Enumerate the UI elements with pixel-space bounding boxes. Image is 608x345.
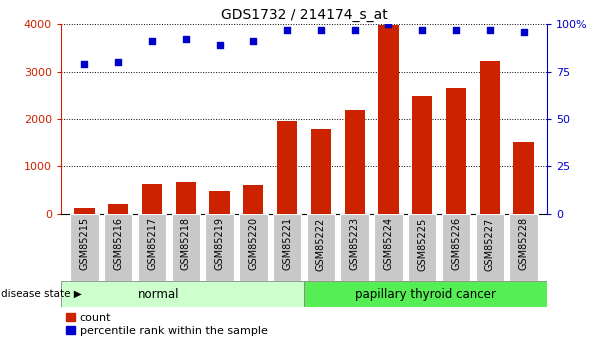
Text: disease state ▶: disease state ▶ bbox=[1, 289, 81, 299]
Point bbox=[113, 59, 123, 65]
Bar bbox=[142, 185, 162, 214]
Bar bbox=[61, 281, 304, 307]
Text: GSM85222: GSM85222 bbox=[316, 217, 326, 270]
Bar bbox=[206, 214, 233, 281]
Point bbox=[181, 37, 191, 42]
Point bbox=[485, 27, 495, 32]
Text: GSM85220: GSM85220 bbox=[248, 217, 258, 270]
Point bbox=[80, 61, 89, 67]
Point bbox=[384, 21, 393, 27]
Title: GDS1732 / 214174_s_at: GDS1732 / 214174_s_at bbox=[221, 8, 387, 22]
Bar bbox=[239, 214, 268, 281]
Legend: count, percentile rank within the sample: count, percentile rank within the sample bbox=[66, 313, 268, 336]
Point bbox=[417, 27, 427, 32]
Text: normal: normal bbox=[138, 288, 179, 300]
Text: GSM85215: GSM85215 bbox=[80, 217, 89, 270]
Bar bbox=[104, 214, 133, 281]
Text: GSM85224: GSM85224 bbox=[384, 217, 393, 270]
Bar bbox=[71, 214, 98, 281]
Text: GSM85221: GSM85221 bbox=[282, 217, 292, 270]
Bar bbox=[475, 214, 504, 281]
Bar bbox=[412, 96, 432, 214]
Text: GSM85225: GSM85225 bbox=[417, 217, 427, 270]
Bar bbox=[513, 142, 534, 214]
Point bbox=[350, 27, 359, 32]
Bar bbox=[340, 214, 369, 281]
Bar bbox=[108, 204, 128, 214]
Bar bbox=[446, 88, 466, 214]
Bar bbox=[74, 208, 95, 214]
Text: GSM85216: GSM85216 bbox=[113, 217, 123, 270]
Bar bbox=[408, 214, 437, 281]
Point bbox=[519, 29, 528, 34]
Bar bbox=[277, 121, 297, 214]
Text: GSM85223: GSM85223 bbox=[350, 217, 360, 270]
Bar bbox=[171, 214, 200, 281]
Point bbox=[147, 38, 157, 44]
Bar bbox=[304, 281, 547, 307]
Bar bbox=[138, 214, 166, 281]
Text: GSM85228: GSM85228 bbox=[519, 217, 528, 270]
Text: GSM85217: GSM85217 bbox=[147, 217, 157, 270]
Bar bbox=[480, 61, 500, 214]
Point bbox=[249, 38, 258, 44]
Bar bbox=[442, 214, 470, 281]
Text: GSM85226: GSM85226 bbox=[451, 217, 461, 270]
Point bbox=[215, 42, 224, 48]
Bar bbox=[311, 128, 331, 214]
Text: papillary thyroid cancer: papillary thyroid cancer bbox=[355, 288, 496, 300]
Bar bbox=[378, 25, 399, 214]
Bar bbox=[209, 191, 230, 214]
Point bbox=[451, 27, 461, 32]
Text: GSM85227: GSM85227 bbox=[485, 217, 495, 270]
Bar bbox=[243, 185, 263, 214]
Bar bbox=[510, 214, 537, 281]
Text: GSM85218: GSM85218 bbox=[181, 217, 191, 270]
Point bbox=[316, 27, 326, 32]
Bar bbox=[176, 182, 196, 214]
Bar bbox=[306, 214, 335, 281]
Bar bbox=[345, 110, 365, 214]
Point bbox=[282, 27, 292, 32]
Bar bbox=[273, 214, 302, 281]
Bar bbox=[375, 214, 402, 281]
Text: GSM85219: GSM85219 bbox=[215, 217, 224, 270]
